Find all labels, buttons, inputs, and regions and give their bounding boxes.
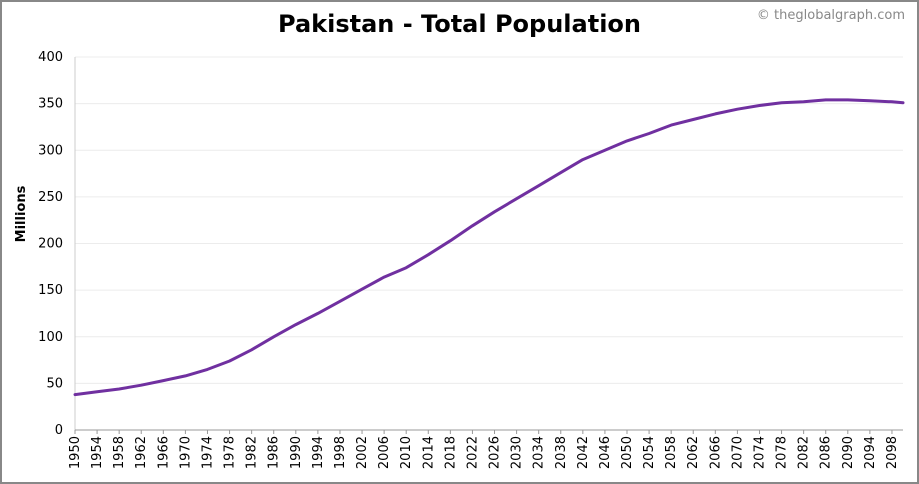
x-tick-label: 2030 (510, 436, 525, 469)
x-tick-label: 1954 (90, 436, 105, 469)
x-tick-label: 1970 (178, 436, 193, 469)
x-tick-label: 1998 (333, 436, 348, 469)
y-tick-label: 0 (55, 423, 63, 438)
x-tick-label: 1986 (267, 436, 282, 469)
x-tick-label: 2006 (377, 436, 392, 469)
x-tick-label: 1958 (112, 436, 127, 469)
x-tick-label: 2058 (664, 436, 679, 469)
y-axis-label: Millions (14, 185, 29, 242)
x-tick-label: 1974 (200, 436, 215, 469)
y-tick-label: 300 (38, 143, 63, 158)
x-tick-label: 1982 (245, 436, 260, 469)
x-tick-label: 1966 (156, 436, 171, 469)
y-tick-label: 200 (38, 237, 63, 252)
x-tick-label: 2062 (686, 436, 701, 469)
y-tick-label: 50 (46, 376, 63, 391)
y-tick-label: 350 (38, 97, 63, 112)
x-tick-label: 2054 (642, 436, 657, 469)
x-tick-label: 2078 (775, 436, 790, 469)
y-tick-label: 150 (38, 283, 63, 298)
x-tick-label: 2082 (797, 436, 812, 469)
x-tick-label: 1978 (223, 436, 238, 469)
x-tick-label: 2070 (730, 436, 745, 469)
x-tick-label: 2010 (399, 436, 414, 469)
x-tick-label: 2034 (532, 436, 547, 469)
x-tick-label: 2026 (488, 436, 503, 469)
series-line (73, 98, 905, 397)
chart-title: Pakistan - Total Population (278, 10, 641, 38)
x-tick-label: 2022 (465, 436, 480, 469)
x-tick-label: 2094 (863, 436, 878, 469)
x-tick-label: 2042 (576, 436, 591, 469)
x-tick-label: 2018 (443, 436, 458, 469)
credit-link[interactable]: © theglobalgraph.com (756, 8, 905, 23)
x-tick-label: 2086 (819, 436, 834, 469)
x-tick-label: 1990 (289, 436, 304, 469)
x-tick-label: 2098 (885, 436, 900, 469)
x-tick-label: 1962 (134, 436, 149, 469)
x-tick-label: 2038 (554, 436, 569, 469)
x-tick-label: 2046 (598, 436, 613, 469)
x-tick-label: 2066 (708, 436, 723, 469)
x-tick-label: 2002 (355, 436, 370, 469)
y-tick-label: 100 (38, 330, 63, 345)
x-tick-label: 2050 (620, 436, 635, 469)
axis-layer: 0 50 100 150 200 250 300 350 400 1950 1954 1958 1962… (38, 50, 903, 469)
x-tick-label: 2074 (752, 436, 767, 469)
x-tick-label: 1950 (68, 436, 83, 469)
x-tick-label: 2014 (421, 436, 436, 469)
x-tick-label: 2090 (841, 436, 856, 469)
x-tick-label: 1994 (311, 436, 326, 469)
line-layer (73, 98, 905, 397)
y-tick-label: 250 (38, 190, 63, 205)
grid-layer (75, 56, 903, 384)
y-tick-label: 400 (38, 50, 63, 65)
